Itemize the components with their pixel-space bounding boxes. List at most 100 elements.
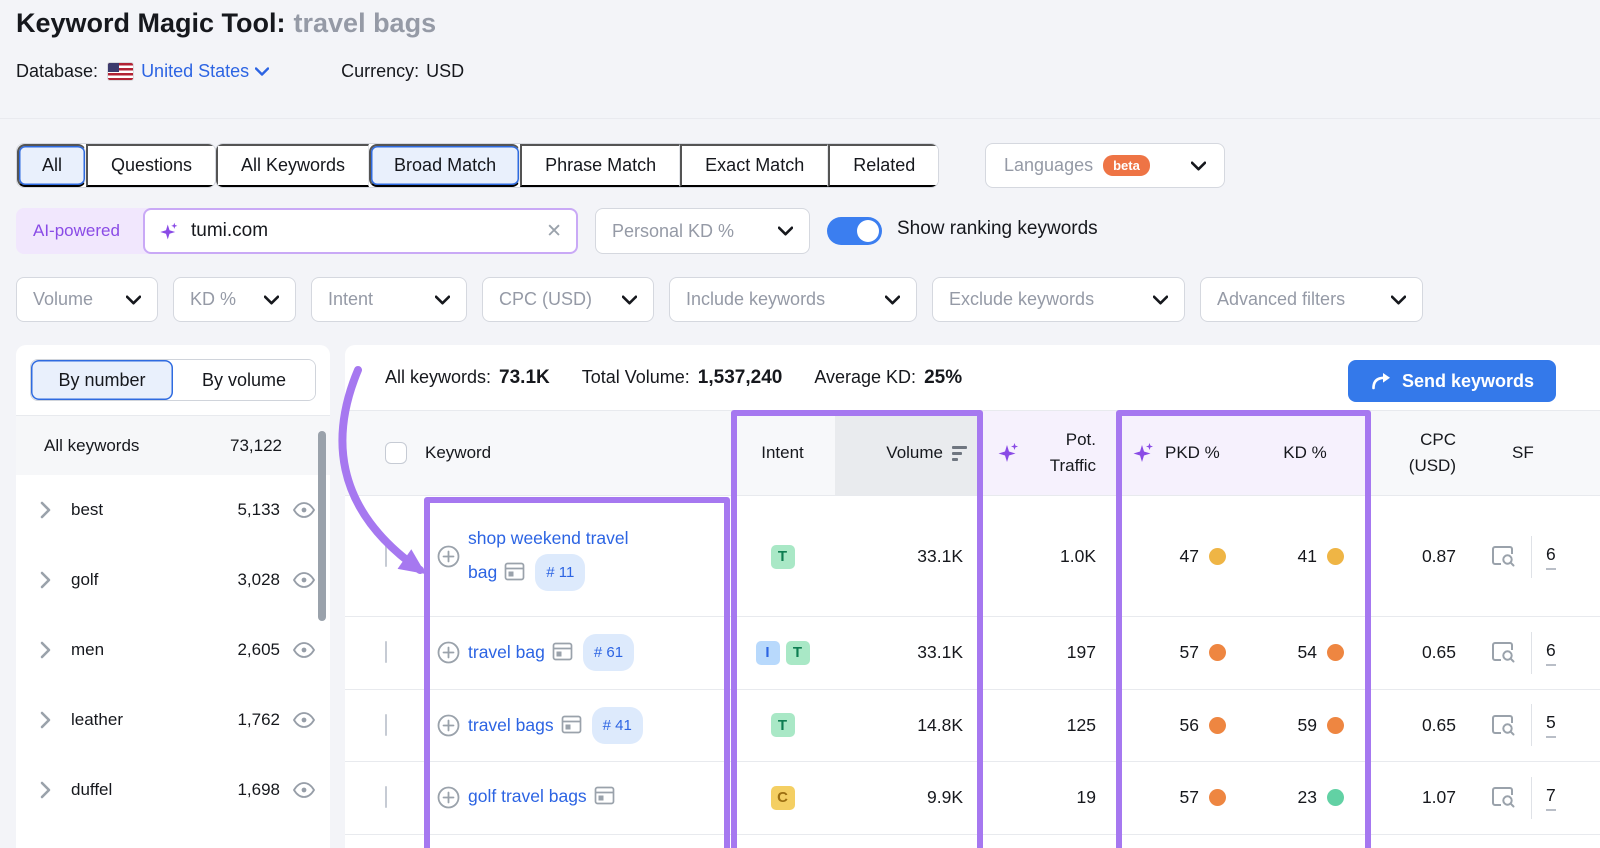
add-keyword-icon[interactable] <box>437 641 460 664</box>
search-input[interactable] <box>191 220 547 242</box>
tab-broad-match[interactable]: Broad Match <box>369 144 521 187</box>
chevron-right-icon[interactable] <box>40 711 51 729</box>
by-number-tab[interactable]: By number <box>31 360 173 400</box>
ranking-position-badge: # 41 <box>591 706 643 744</box>
intent-badge: T <box>770 713 795 738</box>
kd-value: 54 <box>1297 642 1317 663</box>
serp-preview-icon[interactable] <box>1490 713 1517 738</box>
all-keywords-row[interactable]: All keywords 73,122 <box>16 416 330 475</box>
group-row-men[interactable]: men 2,605 <box>16 615 330 685</box>
database-label: Database: <box>16 61 99 81</box>
col-volume-label: Volume <box>886 443 943 462</box>
eye-icon[interactable] <box>292 638 316 662</box>
col-sf[interactable]: SF <box>1512 443 1534 462</box>
database-selector[interactable]: United States <box>141 61 270 82</box>
keyword-link[interactable]: shop weekend travel bag <box>468 527 629 582</box>
eye-icon[interactable] <box>292 778 316 802</box>
serp-layout-icon[interactable] <box>561 713 582 744</box>
group-count: 2,605 <box>237 640 280 659</box>
sf-count[interactable]: 5 <box>1546 712 1556 739</box>
ai-sparkle-icon <box>160 222 178 239</box>
pkd-difficulty-dot <box>1209 789 1226 807</box>
kd-value: 23 <box>1297 787 1317 808</box>
advanced-filters[interactable]: Advanced filters <box>1200 277 1423 322</box>
serp-layout-icon[interactable] <box>504 560 525 591</box>
col-volume[interactable]: Volume <box>835 411 983 495</box>
add-keyword-icon[interactable] <box>437 714 460 737</box>
add-keyword-icon[interactable] <box>437 786 460 809</box>
group-row-golf[interactable]: golf 3,028 <box>16 545 330 615</box>
pkd-value: 56 <box>1179 714 1199 735</box>
chevron-right-icon[interactable] <box>40 641 51 659</box>
sidebar-scrollbar[interactable] <box>318 431 326 621</box>
col-intent[interactable]: Intent <box>761 443 804 462</box>
chevron-right-icon[interactable] <box>40 501 51 519</box>
serp-preview-icon[interactable] <box>1490 640 1517 665</box>
tab-exact-match[interactable]: Exact Match <box>680 144 829 187</box>
tab-questions[interactable]: Questions <box>86 144 216 187</box>
exclude-keywords-filter[interactable]: Exclude keywords <box>932 277 1185 322</box>
table-header: Keyword Intent Volume Pot. Traffic PKD % … <box>345 410 1600 496</box>
row-checkbox[interactable] <box>385 641 387 664</box>
chevron-right-icon[interactable] <box>40 571 51 589</box>
languages-dropdown[interactable]: Languages beta <box>985 143 1225 188</box>
col-kd[interactable]: KD % <box>1240 411 1370 495</box>
by-volume-tab[interactable]: By volume <box>173 360 315 400</box>
clear-search-icon[interactable]: ✕ <box>546 220 562 242</box>
ranking-position-badge: # 11 <box>535 553 586 591</box>
include-keywords-filter[interactable]: Include keywords <box>669 277 917 322</box>
cpc-filter[interactable]: CPC (USD) <box>482 277 654 322</box>
sf-count[interactable]: 6 <box>1546 544 1556 570</box>
serp-preview-icon[interactable] <box>1490 544 1517 569</box>
col-pkd[interactable]: PKD % <box>1116 411 1240 495</box>
select-all-checkbox[interactable] <box>385 442 407 464</box>
serp-preview-icon[interactable] <box>1490 785 1517 810</box>
eye-icon[interactable] <box>292 498 316 522</box>
intent-filter[interactable]: Intent <box>311 277 467 322</box>
eye-icon[interactable] <box>292 708 316 732</box>
keyword-link[interactable]: travel bag <box>468 642 545 663</box>
show-ranking-keywords-toggle[interactable] <box>827 217 882 245</box>
send-keywords-button[interactable]: Send keywords <box>1347 360 1556 402</box>
pkd-difficulty-dot <box>1209 716 1226 734</box>
row-checkbox[interactable] <box>385 786 387 809</box>
col-pot-traffic[interactable]: Pot. Traffic <box>983 411 1116 495</box>
divider <box>16 415 330 416</box>
group-row-duffel[interactable]: duffel 1,698 <box>16 755 330 825</box>
keyword-link[interactable]: golf travel bags <box>468 785 587 806</box>
sf-count[interactable]: 6 <box>1546 640 1556 666</box>
col-keyword[interactable]: Keyword <box>425 443 492 462</box>
kd-value: 59 <box>1297 714 1317 735</box>
keyword-link[interactable]: travel bags <box>468 714 554 735</box>
languages-label: Languages <box>1004 155 1094 175</box>
row-checkbox[interactable] <box>385 545 387 567</box>
tab-all[interactable]: All <box>17 144 87 187</box>
sort-descending-icon[interactable] <box>952 445 967 461</box>
pot-traffic-value: 125 <box>1066 714 1096 735</box>
sf-count[interactable]: 7 <box>1546 785 1556 811</box>
volume-filter[interactable]: Volume <box>16 277 158 322</box>
chevron-down-icon <box>885 295 900 304</box>
group-row-leather[interactable]: leather 1,762 <box>16 685 330 755</box>
group-row-best[interactable]: best 5,133 <box>16 475 330 545</box>
personal-kd-label: Personal KD % <box>612 220 735 241</box>
tab-all-keywords[interactable]: All Keywords <box>216 144 370 187</box>
cpc-value: 0.65 <box>1421 642 1456 663</box>
serp-layout-icon[interactable] <box>552 640 573 671</box>
volume-value: 33.1K <box>917 642 963 663</box>
eye-icon[interactable] <box>292 568 316 592</box>
row-checkbox[interactable] <box>385 713 387 736</box>
serp-layout-icon[interactable] <box>594 784 615 815</box>
stat-total-volume: Total Volume: 1,537,240 <box>581 366 783 388</box>
col-cpc[interactable]: CPC (USD) <box>1408 430 1456 475</box>
personal-kd-dropdown[interactable]: Personal KD % <box>595 208 810 254</box>
chevron-right-icon[interactable] <box>40 781 51 799</box>
group-list: best 5,133 golf 3,028 men 2,605 leather … <box>16 475 330 825</box>
tab-related[interactable]: Related <box>828 144 939 187</box>
seed-keyword: travel bags <box>293 8 437 38</box>
table-row: golf travel bags C 9.9K 19 57 23 1.07 7 <box>345 762 1600 835</box>
add-keyword-icon[interactable] <box>437 545 460 568</box>
kd-filter[interactable]: KD % <box>173 277 296 322</box>
tab-phrase-match[interactable]: Phrase Match <box>520 144 681 187</box>
